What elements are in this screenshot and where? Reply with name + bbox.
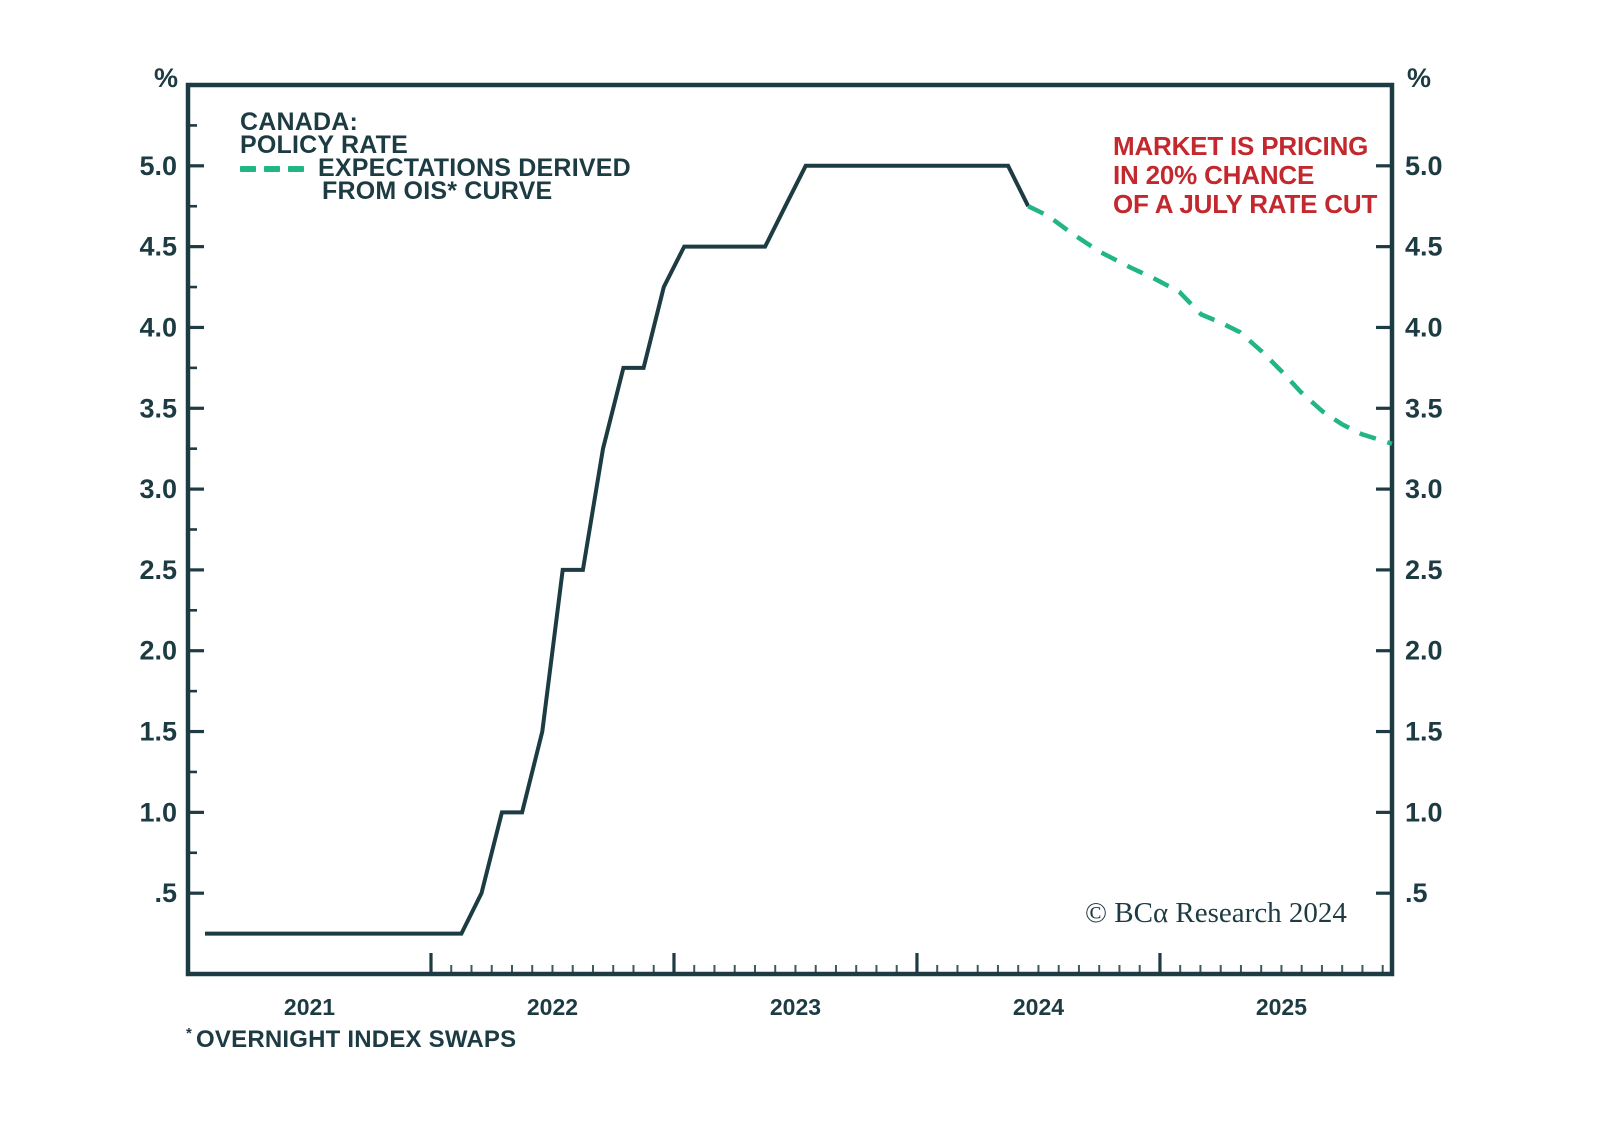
y-axis-unit-right: % <box>1407 63 1432 93</box>
annotation-july-rate-cut: MARKET IS PRICING IN 20% CHANCE OF A JUL… <box>1113 132 1377 219</box>
y-axis-tick-label-left: 2.0 <box>139 636 177 666</box>
annotation-line3: OF A JULY RATE CUT <box>1113 189 1378 219</box>
y-axis-tick-label-left: 3.5 <box>139 393 177 423</box>
y-axis-tick-label-right: 5.0 <box>1405 151 1443 181</box>
copyright: © BCα Research 2024 <box>1085 897 1347 929</box>
y-axis-tick-label-right: 2.0 <box>1405 636 1443 666</box>
y-axis-tick-label-right: .5 <box>1405 878 1428 908</box>
y-axis-tick-label-right: 2.5 <box>1405 555 1443 585</box>
policy-rate-line <box>205 163 1030 936</box>
x-axis-tick-label: 2023 <box>770 994 821 1020</box>
x-axis-tick-label: 2022 <box>527 994 578 1020</box>
y-axis-tick-label-left: 1.5 <box>139 717 177 747</box>
y-axis-tick-label-right: 4.0 <box>1405 312 1443 342</box>
x-axis-tick-label: 2025 <box>1256 994 1307 1020</box>
annotation-line1: MARKET IS PRICING <box>1113 131 1369 161</box>
legend-title-line1: CANADA: <box>240 108 359 136</box>
y-axis-tick-label-right: 4.5 <box>1405 232 1443 262</box>
y-axis-unit-left: % <box>153 63 178 93</box>
y-axis-tick-label-left: 1.0 <box>139 797 177 827</box>
y-axis-tick-label-left: 4.5 <box>139 232 177 262</box>
y-axis-tick-label-left: .5 <box>154 878 177 908</box>
y-axis-tick-label-right: 1.0 <box>1405 797 1443 827</box>
annotation-line2: IN 20% CHANCE <box>1113 160 1315 190</box>
x-axis-tick-label: 2024 <box>1013 994 1064 1020</box>
footnote: * OVERNIGHT INDEX SWAPS <box>186 1025 516 1054</box>
y-axis-tick-label-left: 5.0 <box>139 151 177 181</box>
y-axis-tick-label-left: 4.0 <box>139 312 177 342</box>
chart-legend: CANADA: POLICY RATE EXPECTATIONS DERIVED… <box>240 108 631 205</box>
legend-expectations-line1: EXPECTATIONS DERIVED <box>318 154 631 182</box>
ois-expectations-line <box>1027 204 1393 446</box>
footnote-text: OVERNIGHT INDEX SWAPS <box>196 1026 517 1053</box>
y-axis-tick-label-right: 3.5 <box>1405 393 1443 423</box>
y-axis-tick-label-left: 2.5 <box>139 555 177 585</box>
y-axis-tick-label-left: 3.0 <box>139 474 177 504</box>
y-axis-tick-label-right: 1.5 <box>1405 717 1443 747</box>
x-axis-tick-label: 2021 <box>284 994 335 1020</box>
ois-dash-sample-icon <box>240 157 304 180</box>
footnote-marker: * <box>186 1025 193 1042</box>
y-axis-tick-label-right: 3.0 <box>1405 474 1443 504</box>
legend-title-line2: POLICY RATE <box>240 131 408 159</box>
legend-expectations-line2: FROM OIS* CURVE <box>322 177 553 205</box>
